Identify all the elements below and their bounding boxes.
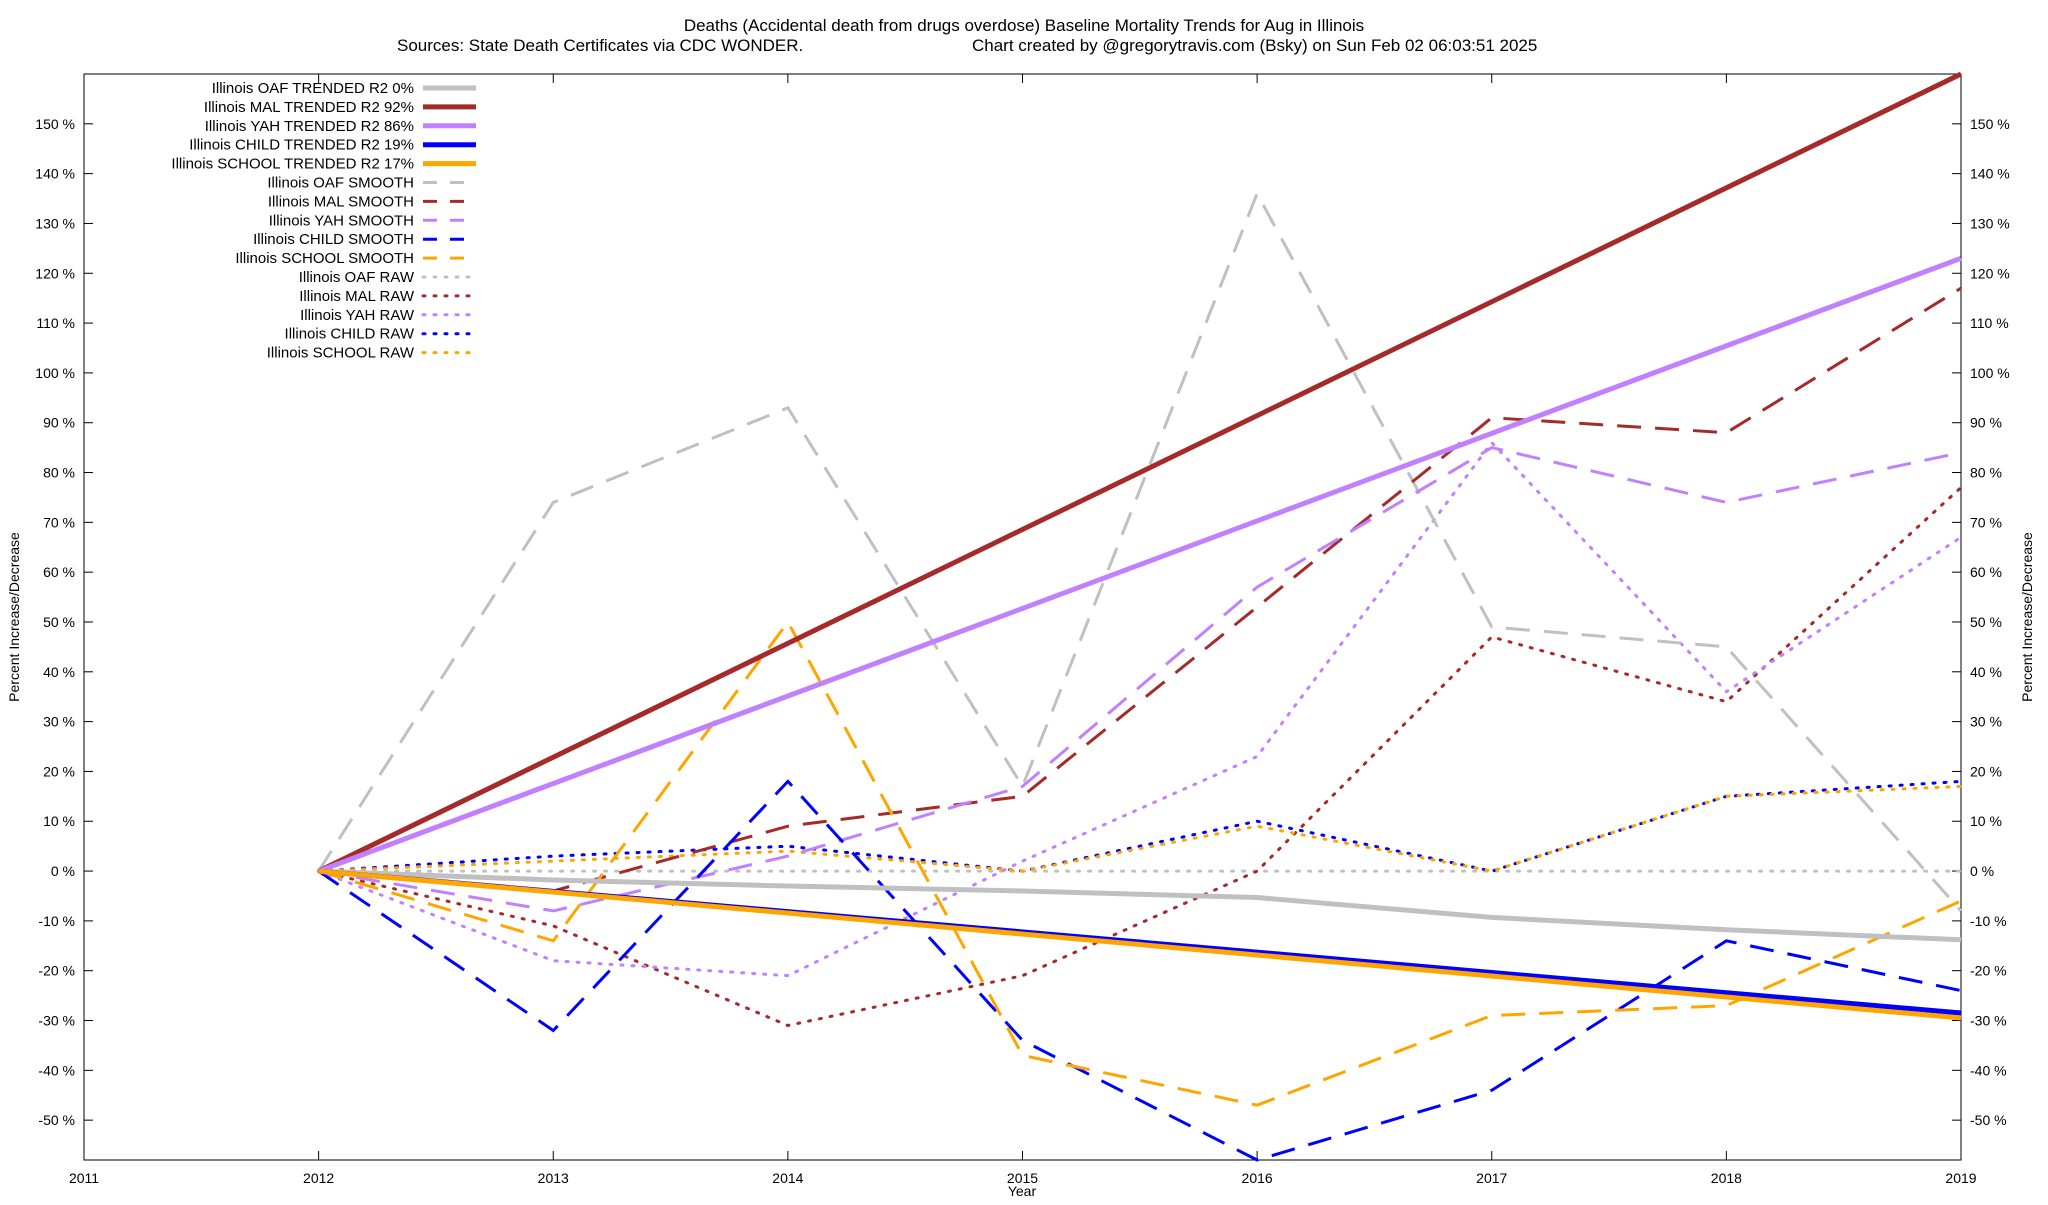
- y-tick-label-left: 80 %: [43, 465, 75, 481]
- y-tick-label-left: 140 %: [35, 166, 75, 182]
- series-line-15: [317, 784, 1963, 873]
- y-tick-label-left: 50 %: [43, 614, 75, 630]
- y-tick-label-left: 70 %: [43, 514, 75, 530]
- y-tick-label-right: -30 %: [1970, 1013, 2007, 1029]
- series-line-5: [318, 868, 1962, 1021]
- y-tick-label-right: 0 %: [1970, 863, 1994, 879]
- x-tick-label: 2015: [1007, 1170, 1038, 1186]
- x-axis-ticks: 2011 2012 2013 2014 2015 2016 2017 2018 2019: [69, 74, 1977, 1186]
- y-tick-label-right: 40 %: [1970, 664, 2002, 680]
- x-axis-label: Year: [1008, 1183, 1037, 1199]
- y-tick-label-left: -10 %: [38, 913, 75, 929]
- series-line-10: [318, 619, 1962, 1107]
- x-tick-label: 2013: [538, 1170, 569, 1186]
- y-tick-label-right: 90 %: [1970, 415, 2002, 431]
- x-tick-label: 2016: [1242, 1170, 1273, 1186]
- legend-label: Illinois MAL RAW: [299, 288, 415, 305]
- chart-subtitle-left: Sources: State Death Certificates via CD…: [397, 36, 803, 55]
- series-line-9: [317, 779, 1962, 1162]
- series-line-8: [318, 446, 1962, 913]
- chart-title: Deaths (Accidental death from drugs over…: [684, 16, 1364, 35]
- x-tick-label: 2014: [772, 1170, 803, 1186]
- x-tick-label: 2012: [303, 1170, 334, 1186]
- series-layer: [317, 71, 1963, 1162]
- y-tick-label-right: 100 %: [1970, 365, 2010, 381]
- legend-label: Illinois YAH TRENDED R2 86%: [205, 118, 414, 135]
- x-tick-label: 2017: [1476, 1170, 1507, 1186]
- y-tick-label-right: 120 %: [1970, 265, 2010, 281]
- y-tick-label-right: 20 %: [1970, 763, 2002, 779]
- series-line-14: [317, 779, 1963, 873]
- y-tick-label-left: 0 %: [51, 863, 75, 879]
- legend-label: Illinois YAH SMOOTH: [269, 212, 414, 229]
- y-tick-label-left: 90 %: [43, 415, 75, 431]
- y-tick-label-right: 140 %: [1970, 166, 2010, 182]
- y-tick-label-right: 150 %: [1970, 116, 2010, 132]
- x-tick-label: 2019: [1945, 1170, 1976, 1186]
- series-line-3: [317, 255, 1962, 874]
- legend: Illinois OAF TRENDED R2 0% Illinois MAL T…: [171, 80, 478, 362]
- series-line-2: [317, 71, 1963, 874]
- y-tick-label-left: 30 %: [43, 714, 75, 730]
- y-tick-label-right: -40 %: [1970, 1062, 2007, 1078]
- y-tick-label-left: -30 %: [38, 1013, 75, 1029]
- legend-label: Illinois SCHOOL SMOOTH: [235, 250, 414, 267]
- legend-label: Illinois SCHOOL TRENDED R2 17%: [171, 156, 414, 173]
- y2-axis-label: Percent Increase/Decrease: [2019, 532, 2035, 702]
- y-tick-label-right: 60 %: [1970, 564, 2002, 580]
- legend-label: Illinois CHILD RAW: [285, 326, 415, 343]
- x-tick-label: 2011: [69, 1170, 99, 1186]
- y-tick-label-right: 70 %: [1970, 514, 2002, 530]
- legend-label: Illinois MAL SMOOTH: [268, 193, 414, 210]
- y-tick-label-left: 100 %: [35, 365, 75, 381]
- y-tick-label-right: 80 %: [1970, 465, 2002, 481]
- y-tick-label-left: 60 %: [43, 564, 75, 580]
- y-tick-label-right: -20 %: [1970, 963, 2007, 979]
- legend-label: Illinois CHILD SMOOTH: [253, 231, 414, 248]
- x-tick-label: 2018: [1711, 1170, 1742, 1186]
- y-tick-label-left: 120 %: [35, 265, 75, 281]
- legend-label: Illinois OAF RAW: [299, 269, 415, 286]
- y-tick-label-left: 150 %: [35, 116, 75, 132]
- legend-label: Illinois CHILD TRENDED R2 19%: [189, 137, 414, 154]
- y-tick-label-left: -20 %: [38, 963, 75, 979]
- y-tick-label-right: 110 %: [1970, 315, 2009, 331]
- y-tick-label-left: 10 %: [43, 813, 75, 829]
- series-line-6: [317, 190, 1963, 912]
- y-tick-label-left: 130 %: [35, 215, 75, 231]
- legend-label: Illinois MAL TRENDED R2 92%: [204, 99, 414, 116]
- series-line-1: [318, 868, 1962, 943]
- y-tick-label-right: 130 %: [1970, 215, 2010, 231]
- y-axis-ticks: -50 % -50 % -40 % -40 % -30 % -30 % -20 % -20 %…: [35, 116, 2009, 1128]
- y-tick-label-right: -50 %: [1970, 1112, 2007, 1128]
- y-tick-label-right: 50 %: [1970, 614, 2002, 630]
- chart-subtitle-right: Chart created by @gregorytravis.com (Bsk…: [972, 36, 1537, 55]
- y-tick-label-right: 30 %: [1970, 714, 2002, 730]
- legend-label: Illinois OAF TRENDED R2 0%: [212, 80, 414, 97]
- legend-label: Illinois OAF SMOOTH: [267, 175, 414, 192]
- y-tick-label-right: 10 %: [1970, 813, 2002, 829]
- y-axis-label: Percent Increase/Decrease: [6, 532, 22, 702]
- y-tick-label-left: 40 %: [43, 664, 75, 680]
- y-tick-label-left: 20 %: [43, 763, 75, 779]
- y-tick-label-left: 110 %: [36, 315, 75, 331]
- legend-label: Illinois YAH RAW: [300, 307, 415, 324]
- legend-label: Illinois SCHOOL RAW: [267, 345, 415, 362]
- y-tick-label-left: -40 %: [38, 1062, 75, 1078]
- y-tick-label-left: -50 %: [38, 1112, 75, 1128]
- y-tick-label-right: -10 %: [1970, 913, 2007, 929]
